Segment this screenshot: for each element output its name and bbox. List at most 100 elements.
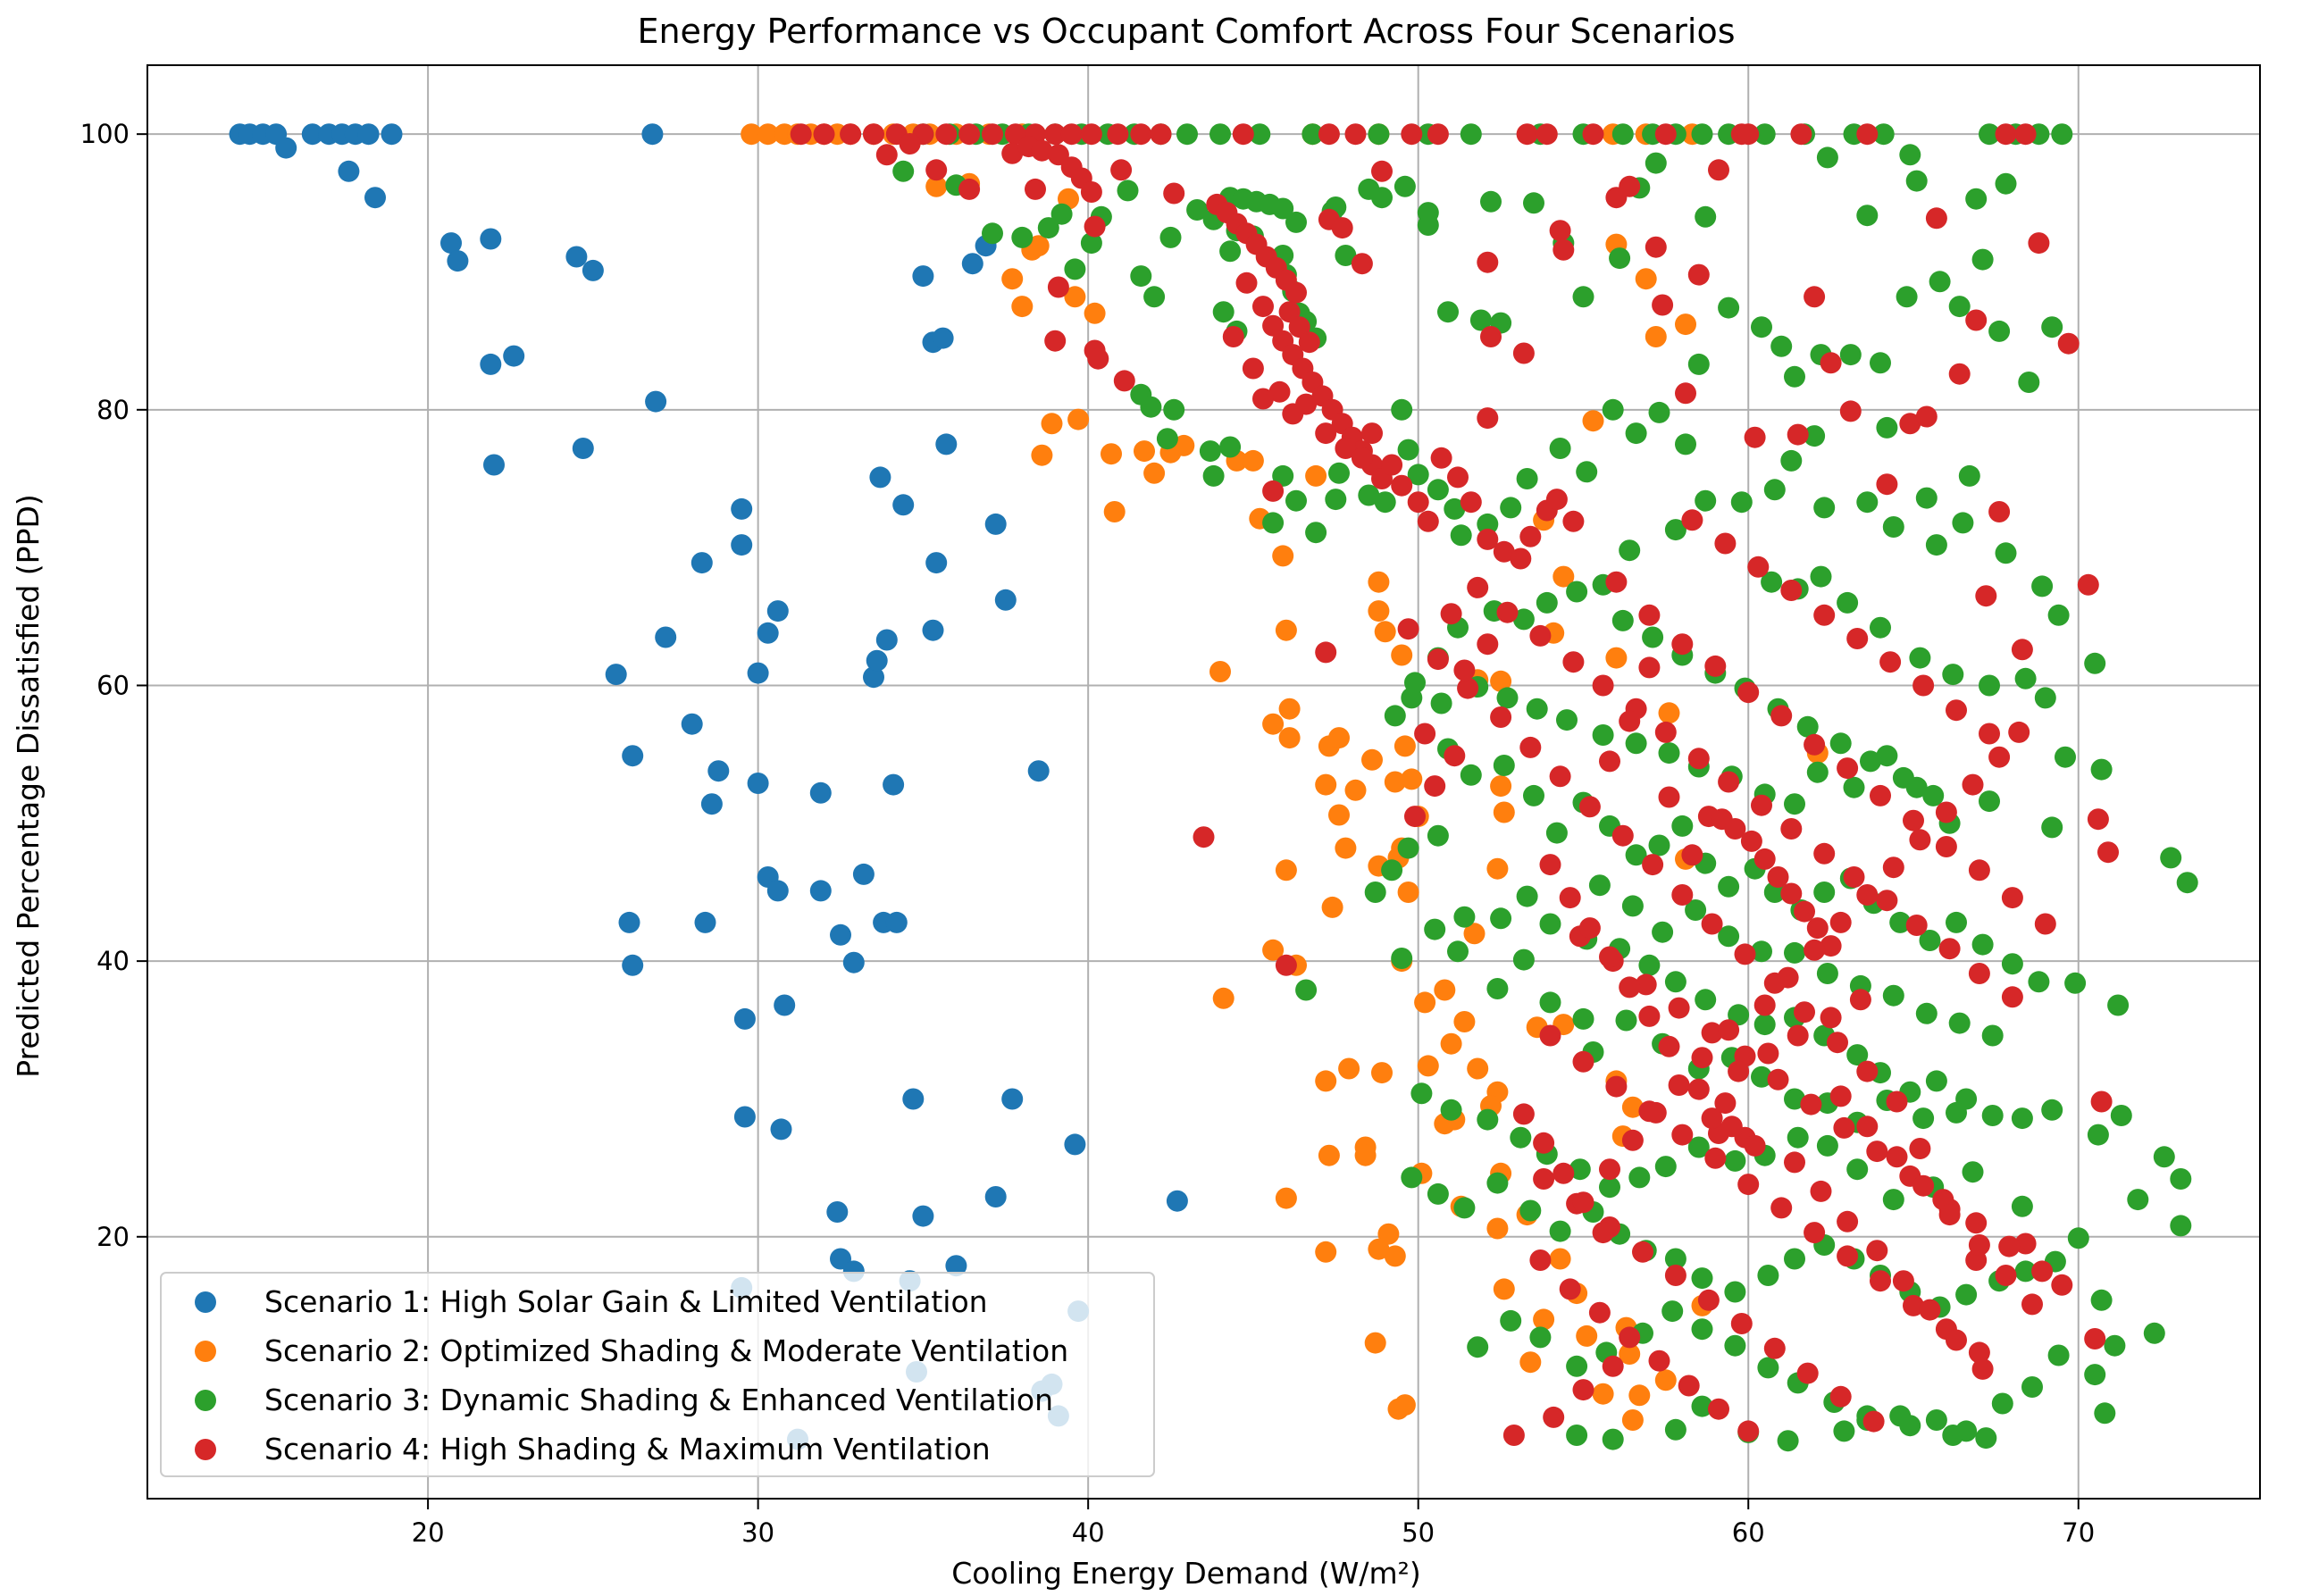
scenario-1-point [902,1088,925,1110]
scenario-4-point [1753,994,1776,1016]
scenario-4-point [1502,1425,1525,1446]
scenario-3-point [1751,1065,1772,1088]
scenario-2-point [1262,713,1285,735]
scenario-1-point [883,773,905,796]
scenario-3-point [2170,1168,2192,1190]
scenario-4-point [1315,422,1337,445]
scenario-2-point [1582,410,1604,432]
scenario-3-point [1991,1392,2013,1415]
scenario-3-point [1450,524,1472,547]
scenario-4-point [1935,801,1957,823]
scenario-2-point [1394,1394,1416,1416]
scenario-4-point [1632,1241,1653,1263]
scenario-3-point [1948,296,1971,318]
scenario-4-point [1737,1420,1760,1442]
scenario-3-point [1526,698,1548,720]
scenario-2-point [1031,444,1053,466]
scenario-1-point [875,629,898,651]
scenario-4-point [1599,1158,1620,1181]
scenario-4-point [1671,884,1694,906]
scenario-3-point [1691,1395,1713,1417]
scenario-4-point [1794,900,1815,923]
scenario-2-point [1041,413,1063,435]
scenario-4-point [1744,1134,1766,1157]
scenario-4-point [1427,648,1449,671]
y-tick-label: 40 [96,946,130,976]
scenario-2-point [1440,1032,1462,1055]
x-tick-label: 30 [741,1517,774,1548]
scenario-3-point [1816,963,1838,984]
scenario-4-point [1882,856,1904,879]
scenario-4-point [1652,294,1674,316]
scenario-2-point [1368,600,1390,623]
scenario-1-point [480,353,502,375]
scenario-4-point [1578,917,1601,940]
scenario-4-point [1714,1092,1737,1115]
scenario-4-point [2001,986,2023,1008]
scenario-3-point [1539,991,1561,1014]
scenario-4-point [1084,215,1106,238]
scenario-1-point [338,160,360,182]
scenario-2-point [1397,882,1419,903]
scenario-4-point [1820,935,1842,957]
scenario-3-point [2127,1189,2149,1211]
scenario-4-point [1671,1124,1694,1146]
scenario-3-point [1648,834,1670,856]
scenario-4-point [2031,1260,2054,1283]
scenario-1-point [731,497,753,520]
scenario-3-point [1516,468,1538,489]
scenario-4-point [1998,1235,2021,1258]
scenario-2-point [1605,647,1628,669]
scenario-3-point [1212,301,1235,323]
scenario-3-point [1447,940,1469,963]
scenario-3-point [1804,425,1826,447]
scenario-4-point [1529,624,1552,647]
scenario-4-point [935,123,958,146]
scenario-4-point [1424,775,1446,798]
scenario-3-point [1444,497,1466,520]
scenario-4-point [1536,123,1558,146]
scenario-4-point [2028,232,2050,255]
scenario-3-point [1549,1220,1571,1242]
scenario-4-point [1268,380,1291,403]
scenario-3-point [1143,286,1166,308]
scenario-1-point [641,123,664,146]
scenario-4-point [1087,347,1109,370]
scenario-4-point [1837,1210,1859,1233]
scenario-2-point [1453,1011,1476,1032]
scenario-4-point [1804,939,1826,961]
scenario-1-point [994,589,1017,611]
scenario-3-point [2028,971,2050,993]
scenario-3-point [1784,1088,1805,1110]
scenario-4-point [1701,913,1723,935]
scenario-4-point [1572,1379,1594,1401]
scenario-4-point [1718,771,1740,793]
scenario-4-point [1592,1222,1614,1244]
scenario-3-point [1176,123,1198,146]
scenario-3-point [1163,398,1185,421]
scenario-3-point [1410,1082,1433,1105]
scenario-3-point [1140,396,1162,418]
scenario-4-point [1642,854,1664,876]
scenario-4-point [1737,123,1760,146]
scenario-4-point [1988,746,2011,768]
scenario-3-point [1942,1425,1964,1446]
scenario-2-point [1391,644,1413,666]
scenario-3-point [1625,844,1647,866]
scenario-4-point [1833,1116,1855,1139]
scenario-3-point [1469,309,1492,331]
scenario-4-point [958,178,981,200]
scenario-2-point [1467,1057,1489,1080]
scenario-3-point [1761,571,1783,593]
scenario-3-point [1219,436,1242,458]
scenario-4-point [1856,884,1879,906]
scenario-4-point [1856,1116,1879,1138]
scenario-1-point [774,994,796,1016]
scenario-3-point [1523,784,1544,806]
scenario-3-point [1407,464,1429,486]
scenario-2-point [1272,545,1294,567]
scenario-3-point [1602,1428,1624,1450]
scenario-4-point [1611,824,1634,847]
scenario-3-point [1374,491,1396,514]
scenario-2-point [1533,1308,1555,1331]
